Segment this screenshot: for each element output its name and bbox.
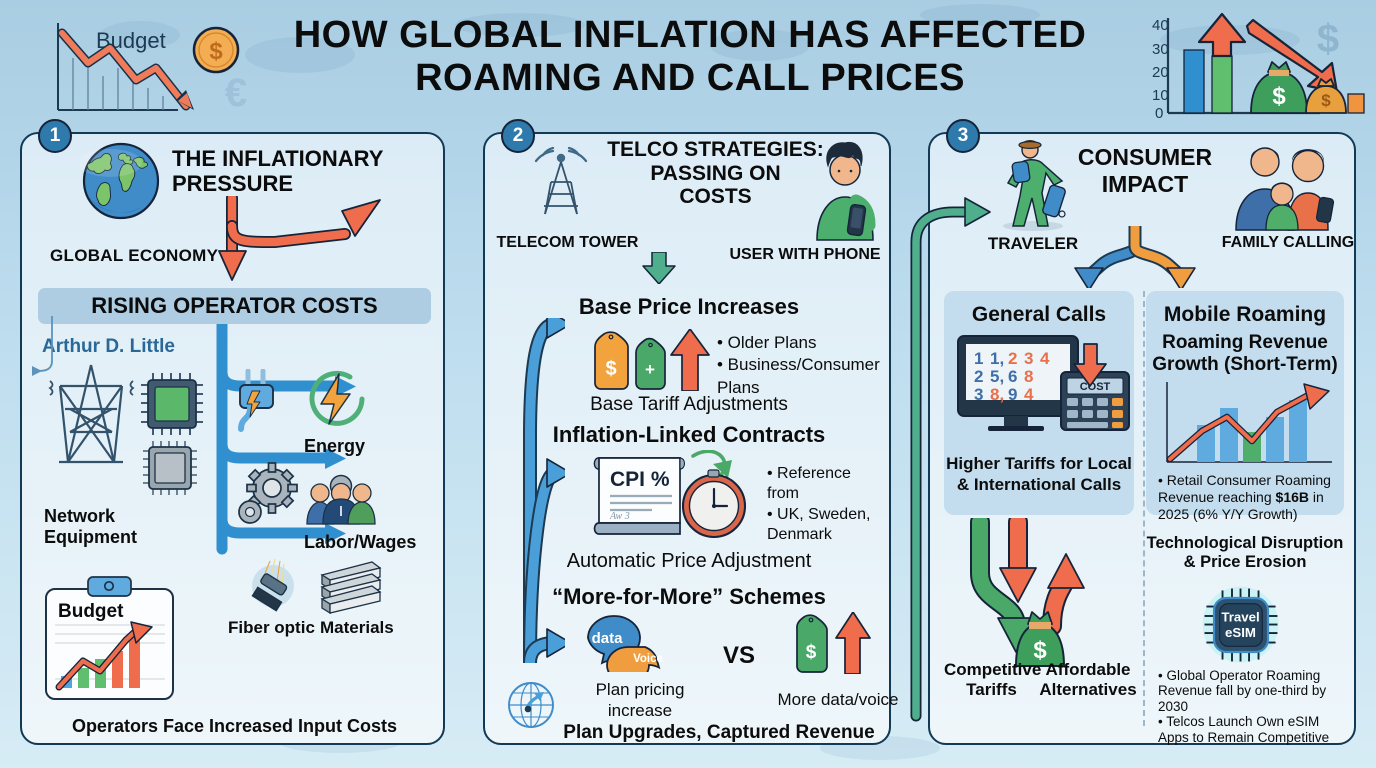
svg-text:2: 2 xyxy=(1008,349,1017,368)
svg-text:eSIM: eSIM xyxy=(1225,625,1256,640)
svg-text:1: 1 xyxy=(974,349,983,368)
svg-text:Travel: Travel xyxy=(1221,610,1259,625)
svg-text:4: 4 xyxy=(1024,385,1034,404)
svg-text:4: 4 xyxy=(1040,349,1050,368)
svg-text:Budget: Budget xyxy=(58,601,124,622)
svg-text:8,: 8, xyxy=(990,385,1004,404)
svg-text:$: $ xyxy=(605,358,616,380)
svg-text:data: data xyxy=(592,630,624,647)
svg-text:$: $ xyxy=(1321,91,1331,110)
svg-text:$: $ xyxy=(1272,83,1286,110)
svg-text:€: € xyxy=(225,71,247,115)
svg-text:0: 0 xyxy=(1155,105,1163,120)
svg-text:20: 20 xyxy=(1152,64,1169,81)
svg-text:1,: 1, xyxy=(990,349,1004,368)
svg-text:10: 10 xyxy=(1152,87,1169,104)
svg-text:5,: 5, xyxy=(990,367,1004,386)
svg-text:$: $ xyxy=(209,38,223,65)
svg-text:3: 3 xyxy=(974,385,983,404)
svg-text:$: $ xyxy=(1317,17,1339,61)
svg-text:30: 30 xyxy=(1152,41,1169,58)
svg-text:COST: COST xyxy=(1080,381,1111,393)
svg-text:3: 3 xyxy=(1024,349,1033,368)
svg-text:40: 40 xyxy=(1152,17,1169,34)
svg-text:2: 2 xyxy=(974,367,983,386)
svg-text:Aw 3: Aw 3 xyxy=(609,511,630,522)
svg-text:Voice: Voice xyxy=(633,653,663,665)
svg-text:+: + xyxy=(645,360,655,379)
svg-text:9: 9 xyxy=(1008,385,1017,404)
svg-text:6: 6 xyxy=(1008,367,1017,386)
svg-text:$: $ xyxy=(806,642,817,663)
svg-text:8: 8 xyxy=(1024,367,1033,386)
svg-text:CPI %: CPI % xyxy=(610,468,670,491)
